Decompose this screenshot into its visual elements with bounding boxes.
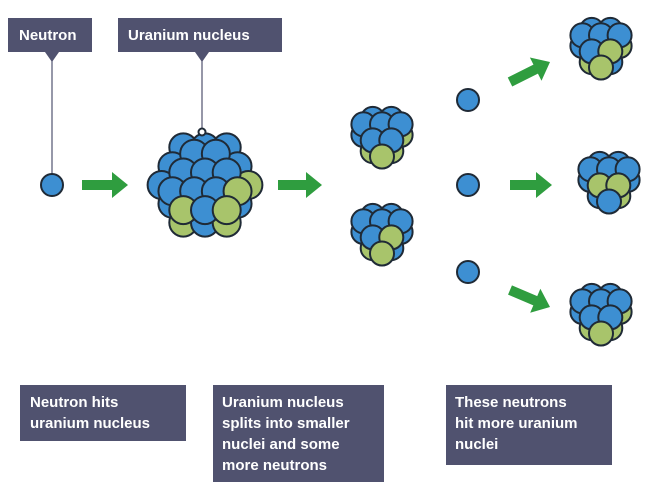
caption-line: Neutron hits	[30, 394, 118, 411]
arrow	[508, 285, 550, 312]
neutron	[457, 89, 479, 111]
arrow	[278, 172, 322, 198]
caption-line: uranium nucleus	[30, 415, 150, 432]
caption-line: splits into smaller	[222, 415, 350, 432]
caption-line: These neutrons	[455, 394, 567, 411]
illustration	[41, 18, 640, 346]
caption-line: hit more uranium	[455, 415, 578, 432]
nucleon	[213, 196, 241, 224]
neutron	[457, 261, 479, 283]
neutron	[41, 174, 63, 196]
arrow	[510, 172, 552, 198]
diagram: Neutron Uranium nucleus Neutron hits ura…	[0, 0, 652, 482]
arrow	[82, 172, 128, 198]
label-text: Neutron	[19, 27, 77, 44]
caption-line: nuclei	[455, 436, 498, 453]
neutron	[457, 174, 479, 196]
caption-line: more neutrons	[222, 457, 327, 474]
arrow	[508, 58, 550, 87]
nucleon	[370, 242, 394, 266]
nucleon	[597, 190, 621, 214]
label-text: Uranium nucleus	[128, 27, 250, 44]
caption-line: Uranium nucleus	[222, 394, 344, 411]
nucleon	[589, 56, 613, 80]
caption-line: nuclei and some	[222, 436, 340, 453]
pointer-dot	[199, 129, 206, 136]
nucleon	[370, 145, 394, 169]
nucleon	[589, 322, 613, 346]
